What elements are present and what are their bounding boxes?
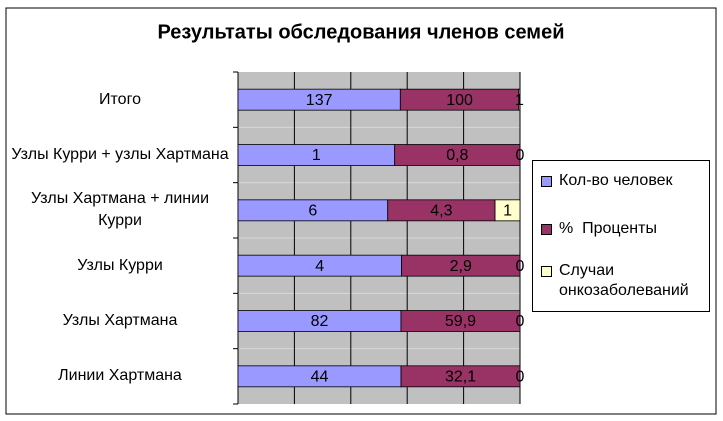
value-label: 59,9 bbox=[445, 313, 476, 330]
category-label: Узлы Курри bbox=[77, 256, 163, 274]
value-label: 1 bbox=[515, 92, 524, 109]
value-label: 0,8 bbox=[446, 147, 468, 164]
legend-label: Случаи онкозаболеваний bbox=[559, 262, 689, 299]
bar-segment bbox=[494, 199, 521, 222]
legend-item: Случаи онкозаболеваний bbox=[541, 261, 705, 301]
legend: Кол-во человек % Проценты Случаи онкозабол… bbox=[532, 160, 710, 312]
legend-swatch bbox=[541, 224, 552, 235]
value-label: 0 bbox=[516, 147, 525, 164]
chart-title: Результаты обследования членов семей bbox=[157, 21, 564, 43]
value-label: 1 bbox=[312, 147, 321, 164]
value-label: 44 bbox=[311, 369, 329, 386]
category-label: Узлы Хартмана bbox=[62, 312, 178, 329]
value-label: 82 bbox=[311, 313, 329, 330]
category-label: Итого bbox=[99, 90, 141, 108]
bar-segment bbox=[394, 144, 521, 166]
value-label: 2,9 bbox=[450, 258, 472, 275]
value-label: 0 bbox=[516, 313, 525, 330]
value-label: 6 bbox=[308, 203, 317, 220]
legend-swatch bbox=[541, 176, 552, 187]
value-label: 1 bbox=[503, 203, 512, 220]
value-label: 0 bbox=[516, 369, 525, 386]
bar-segment bbox=[400, 365, 521, 388]
value-label: 32,1 bbox=[445, 369, 476, 386]
bar-segment bbox=[401, 254, 521, 277]
category-label: Узлы Курри + узлы Хартмана bbox=[11, 146, 229, 163]
bar-segment bbox=[518, 88, 521, 111]
legend-swatch bbox=[541, 266, 552, 277]
value-label: 4,3 bbox=[430, 203, 452, 220]
legend-item: % Проценты bbox=[541, 219, 705, 239]
value-label: 4 bbox=[315, 258, 324, 275]
legend-label: % Проценты bbox=[559, 220, 657, 237]
legend-item: Кол-во человек bbox=[541, 171, 705, 191]
legend-label: Кол-во человек bbox=[559, 172, 673, 189]
value-label: 100 bbox=[446, 92, 473, 109]
value-label: 137 bbox=[306, 92, 333, 109]
value-label: 0 bbox=[516, 258, 525, 275]
category-label: Линии Хартмана bbox=[58, 367, 182, 385]
bar-segment bbox=[400, 310, 521, 332]
category-label: Узлы Хартмана + линии Курри bbox=[31, 190, 209, 230]
